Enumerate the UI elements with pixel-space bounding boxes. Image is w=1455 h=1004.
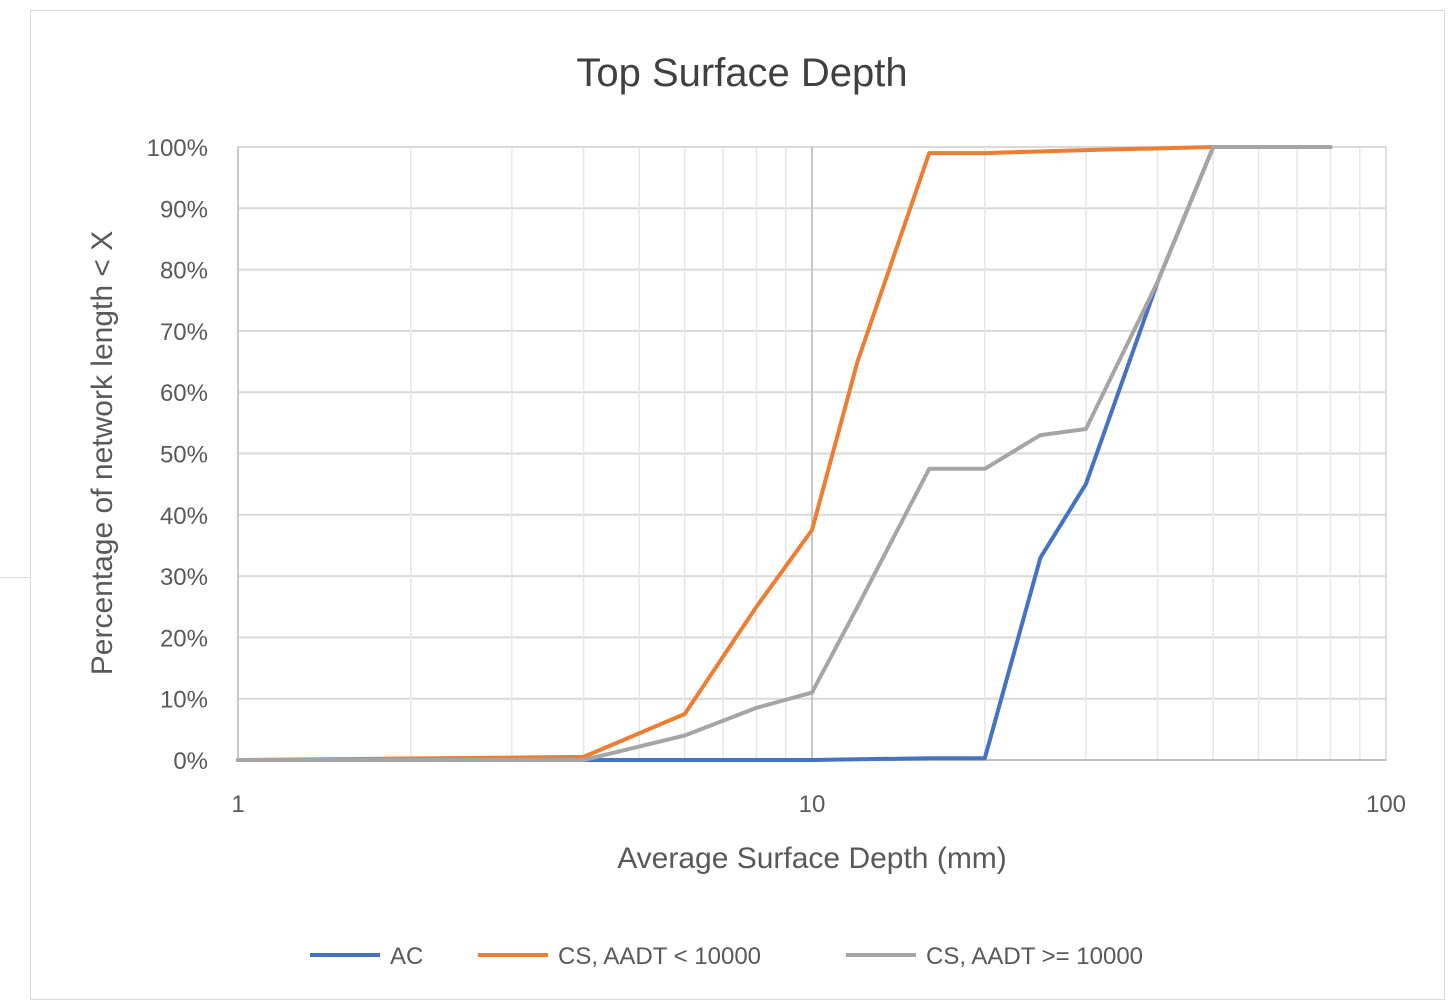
chart-frame (30, 10, 1445, 1000)
y-tick-label: 80% (160, 258, 208, 285)
series-lines (236, 145, 1333, 762)
x-axis-ticks: 1 10 100 (231, 791, 1406, 818)
x-axis-label: Average Surface Depth (mm) (617, 842, 1007, 875)
y-tick-label: 30% (160, 564, 208, 591)
y-axis-label: Percentage of network length < X (86, 231, 119, 675)
legend: AC CS, AADT < 10000 CS, AADT >= 10000 (310, 943, 1143, 970)
x-tick-label: 1 (231, 791, 244, 818)
y-axis-ticks: 0% 10% 20% 30% 40% 50% 60% 70% 80% 90% 100% (147, 135, 208, 775)
y-tick-label: 40% (160, 503, 208, 530)
x-tick-label: 10 (799, 791, 826, 818)
legend-label-2: CS, AADT >= 10000 (926, 943, 1143, 970)
chart-title: Top Surface Depth (576, 51, 907, 95)
legend-label-0: AC (390, 943, 423, 970)
divider-line (0, 577, 30, 578)
series-line-1 (236, 145, 1216, 762)
y-tick-label: 100% (147, 135, 208, 162)
y-tick-label: 10% (160, 687, 208, 714)
x-tick-label: 100 (1366, 791, 1406, 818)
legend-label-1: CS, AADT < 10000 (558, 943, 761, 970)
series-line-2 (236, 145, 1333, 762)
y-tick-label: 90% (160, 196, 208, 223)
y-tick-label: 60% (160, 380, 208, 407)
y-tick-label: 20% (160, 625, 208, 652)
y-tick-label: 70% (160, 319, 208, 346)
y-tick-label: 50% (160, 442, 208, 469)
y-tick-label: 0% (173, 748, 208, 775)
grid (237, 146, 1387, 761)
